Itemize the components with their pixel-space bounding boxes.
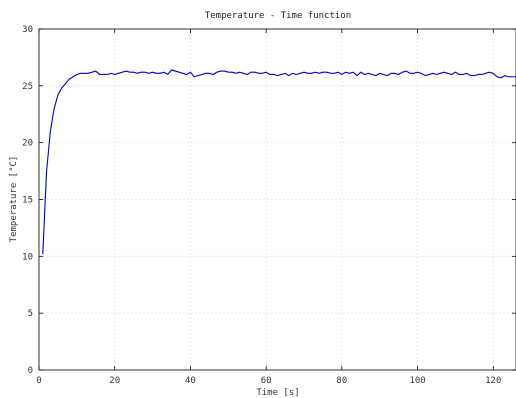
series-line bbox=[42, 69, 516, 255]
y-axis-label: Temperature [°C] bbox=[9, 156, 19, 243]
y-tick-label: 5 bbox=[28, 309, 33, 319]
y-tick-label: 25 bbox=[22, 82, 33, 92]
x-tick-label: 20 bbox=[109, 376, 120, 386]
plot-area bbox=[38, 28, 516, 371]
x-tick-label: 120 bbox=[485, 376, 501, 386]
y-tick-label: 0 bbox=[28, 366, 33, 376]
y-tick-label: 30 bbox=[22, 25, 33, 35]
x-tick-label: 60 bbox=[261, 376, 272, 386]
x-tick-label: 0 bbox=[36, 376, 41, 386]
ticks bbox=[38, 28, 516, 371]
x-tick-label: 100 bbox=[409, 376, 425, 386]
x-tick-label: 80 bbox=[336, 376, 347, 386]
y-tick-label: 15 bbox=[22, 196, 33, 206]
grid bbox=[39, 29, 516, 370]
chart-title: Temperature - Time function bbox=[205, 11, 351, 21]
y-tick-label: 20 bbox=[22, 139, 33, 149]
x-axis-label: Time [s] bbox=[256, 388, 299, 398]
tick-labels: 0 20 40 60 80 100 120 0 5 10 15 20 25 30 bbox=[22, 25, 501, 386]
x-tick-label: 40 bbox=[185, 376, 196, 386]
y-tick-label: 10 bbox=[22, 252, 33, 262]
